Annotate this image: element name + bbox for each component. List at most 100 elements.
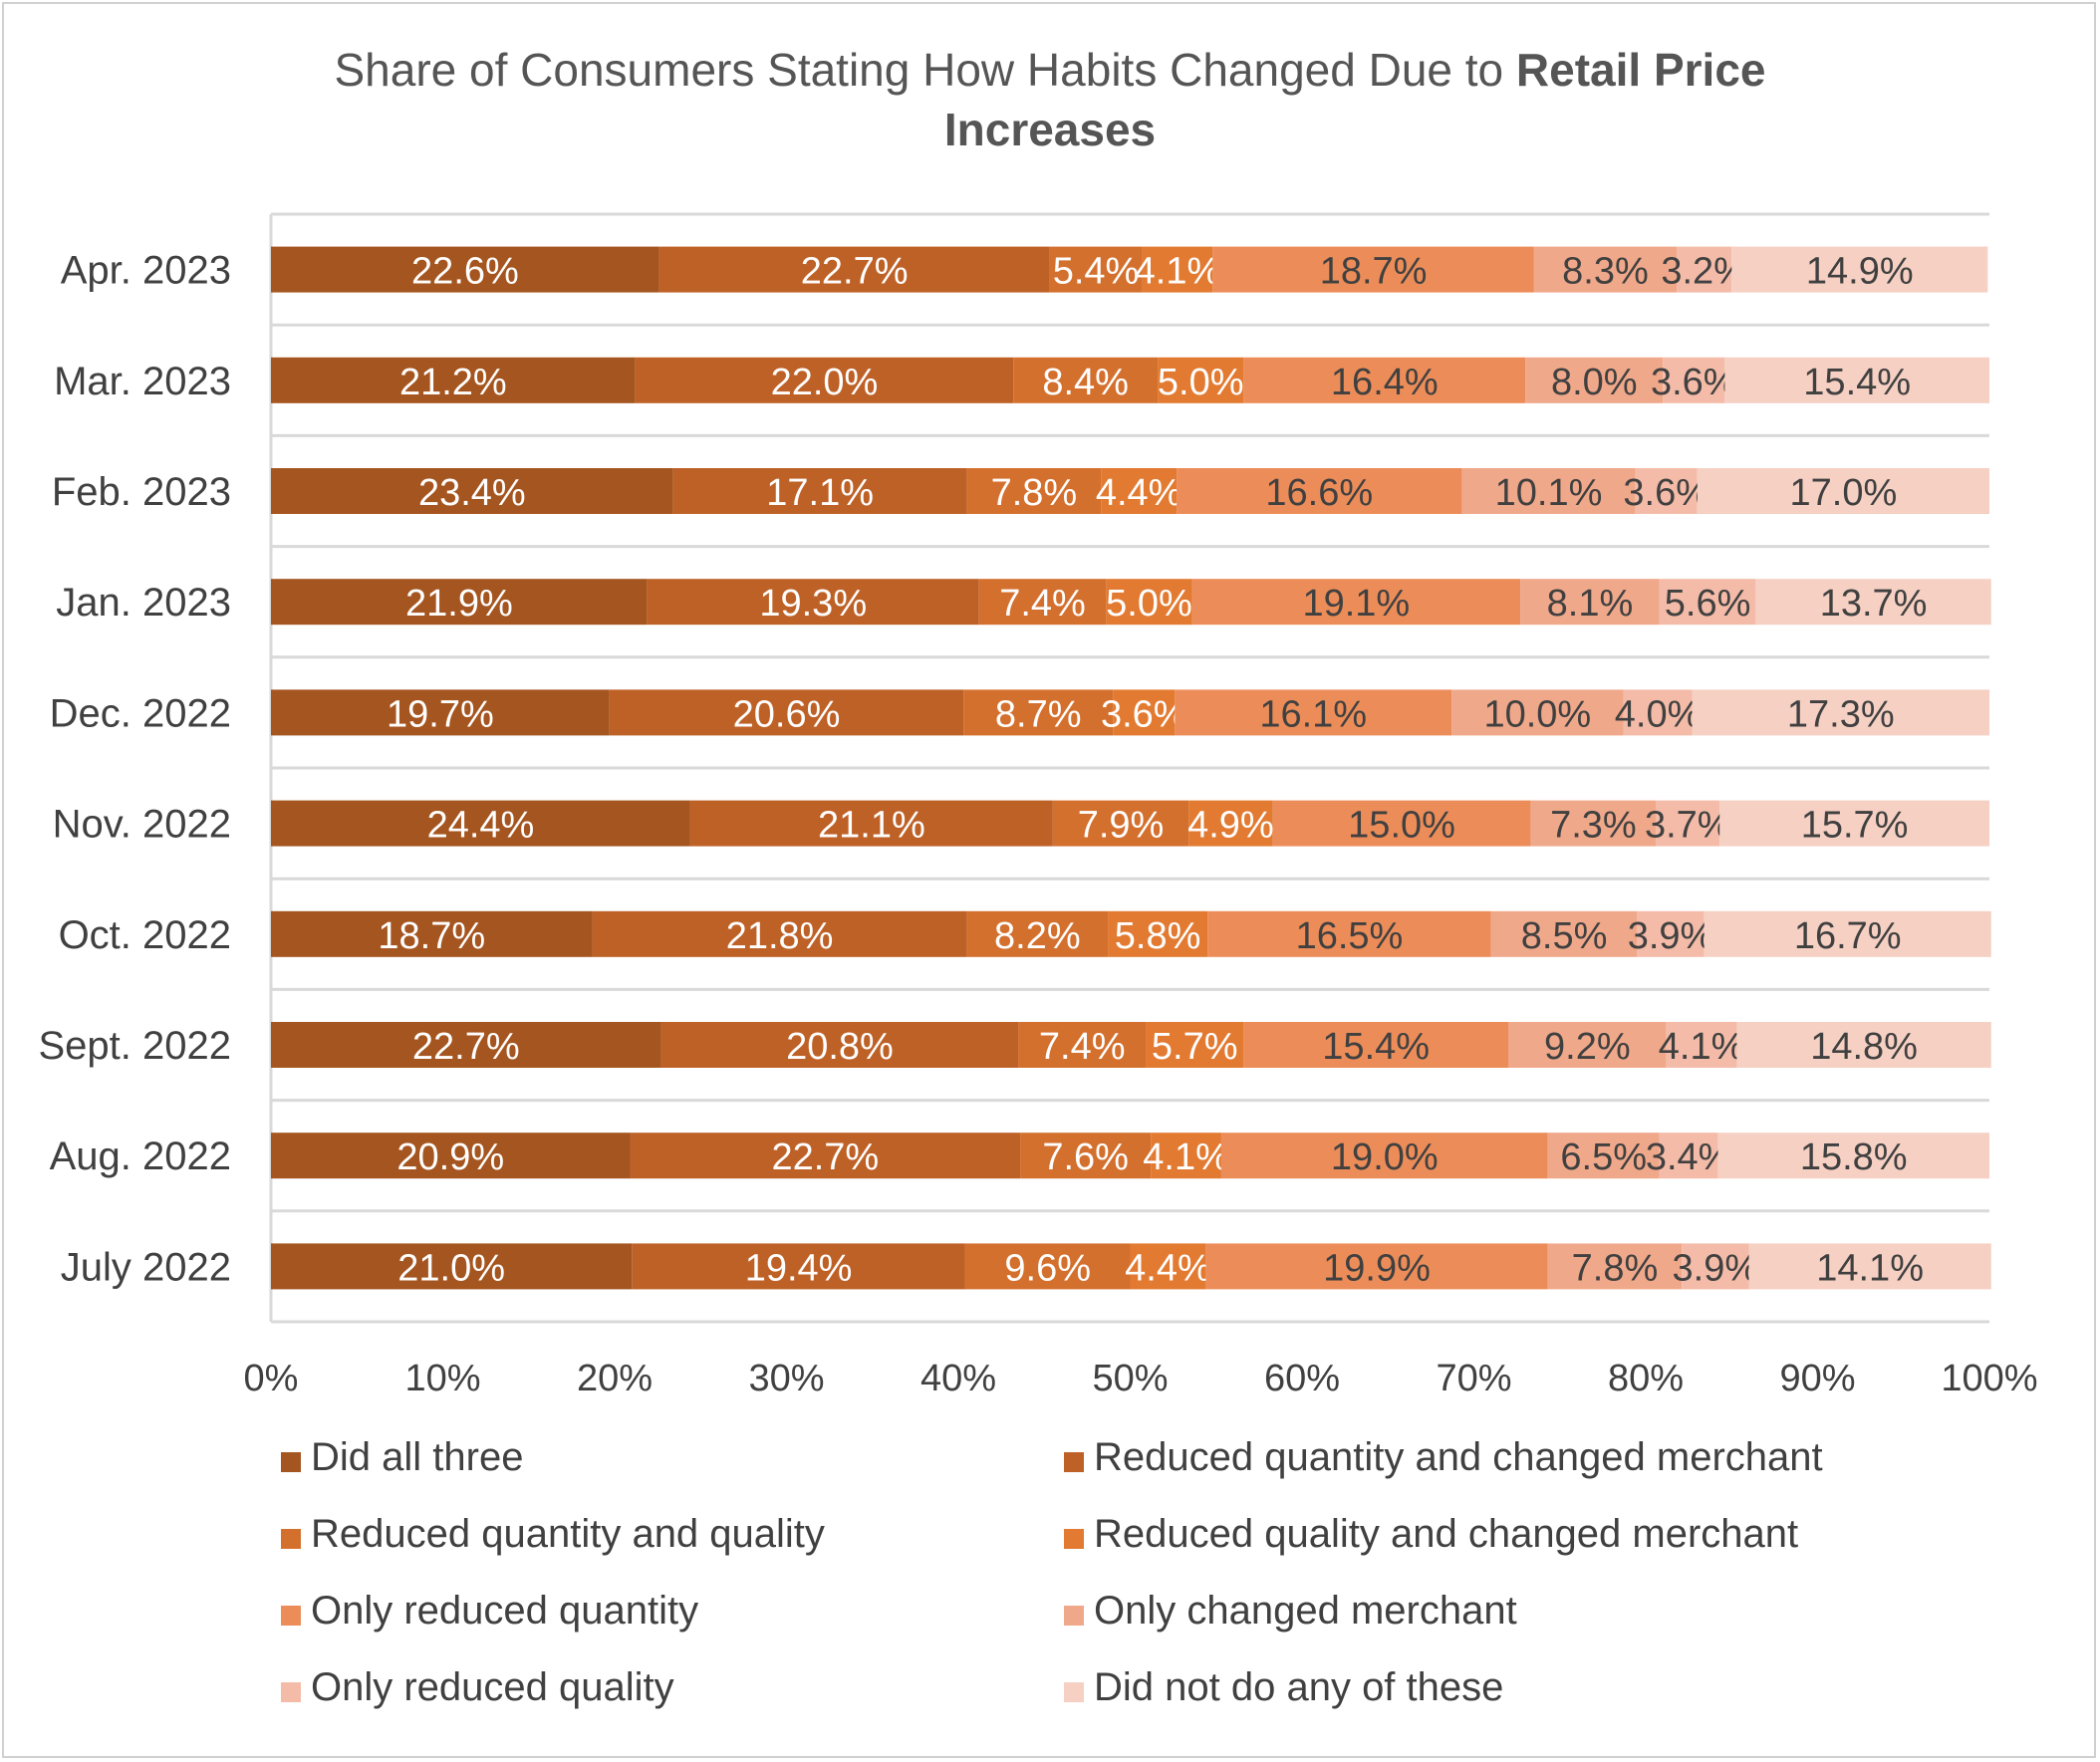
data-label: 19.4% (745, 1247, 853, 1289)
data-label: 15.0% (1348, 805, 1455, 847)
bar-segment (1525, 357, 1664, 403)
bar-segment (1461, 468, 1636, 514)
bar-segment (1659, 579, 1756, 626)
data-label: 10.1% (1495, 472, 1603, 514)
bar-segment (1663, 357, 1725, 403)
data-label: 7.4% (1039, 1026, 1126, 1068)
x-tick-label: 20% (577, 1358, 653, 1399)
bar-segment (1052, 800, 1189, 847)
bar-segment (632, 1243, 965, 1290)
bar-segment (1520, 579, 1660, 626)
data-label: 4.1% (1659, 1026, 1745, 1068)
data-label: 4.4% (1096, 472, 1182, 514)
bar-segment (271, 1133, 631, 1179)
bar-segment (1692, 689, 1989, 736)
data-label: 5.0% (1106, 583, 1192, 625)
bar-segment (1020, 1133, 1152, 1179)
category-label: Nov. 2022 (53, 803, 231, 847)
bar-segment (1175, 689, 1452, 736)
data-label: 8.0% (1551, 362, 1638, 403)
data-label: 3.6% (1623, 472, 1709, 514)
data-label: 7.6% (1042, 1136, 1129, 1178)
bar-segment (1049, 246, 1143, 293)
data-label: 20.6% (733, 693, 841, 735)
bar-segment (271, 579, 648, 626)
bar-segment (271, 1022, 661, 1068)
bar-segment (1451, 689, 1624, 736)
legend-swatch (1064, 1529, 1084, 1549)
data-label: 17.3% (1787, 693, 1895, 735)
data-label: 5.6% (1665, 583, 1751, 625)
data-label: 5.0% (1158, 362, 1244, 403)
bar-segment (1697, 468, 1989, 514)
bar-segment (1151, 1133, 1221, 1179)
data-label: 4.1% (1135, 251, 1221, 293)
bar-segment (1158, 357, 1244, 403)
bar-segment (1146, 1022, 1244, 1068)
data-label: 19.7% (387, 693, 494, 735)
data-label: 24.4% (427, 805, 535, 847)
data-label: 21.8% (726, 915, 834, 957)
legend-label: Only changed merchant (1094, 1589, 1517, 1633)
data-label: 19.3% (759, 583, 867, 625)
title-bold: Retail Price (1516, 44, 1766, 96)
bar-segment (1142, 246, 1213, 293)
legend-label: Only reduced quantity (311, 1589, 698, 1633)
data-label: 17.0% (1790, 472, 1898, 514)
data-label: 15.8% (1800, 1136, 1908, 1178)
bar-segment (271, 357, 636, 403)
x-tick-label: 80% (1608, 1358, 1684, 1399)
bar-segment (271, 910, 593, 957)
bar-segment (1717, 1133, 1989, 1179)
bar-segment (1637, 910, 1705, 957)
bar-segment (1013, 357, 1159, 403)
bar-segment (672, 468, 967, 514)
data-label: 3.4% (1646, 1136, 1732, 1178)
chart-title-line2: Increases (944, 104, 1156, 155)
x-tick-label: 50% (1092, 1358, 1168, 1399)
x-tick-label: 90% (1779, 1358, 1855, 1399)
bar-segment (1704, 910, 1991, 957)
data-label: 3.9% (1628, 915, 1714, 957)
category-label: Aug. 2022 (50, 1134, 231, 1178)
bar-segment (271, 468, 673, 514)
data-label: 15.4% (1803, 362, 1911, 403)
bar-segment (271, 800, 690, 847)
bar-segment (1101, 468, 1178, 514)
data-label: 7.9% (1078, 805, 1165, 847)
data-label: 22.0% (771, 362, 879, 403)
bar-segment (660, 1022, 1019, 1068)
bar-segment (1191, 579, 1521, 626)
data-label: 9.6% (1004, 1247, 1091, 1289)
bar-segment (1108, 910, 1208, 957)
data-label: 21.9% (405, 583, 513, 625)
bar-segment (1731, 246, 1988, 293)
data-label: 20.8% (786, 1026, 894, 1068)
data-label: 15.4% (1322, 1026, 1430, 1068)
data-label: 16.1% (1259, 693, 1367, 735)
x-tick-label: 100% (1941, 1358, 2037, 1399)
bar-segment (1677, 246, 1732, 293)
category-label: Jan. 2023 (56, 581, 231, 625)
data-label: 15.7% (1801, 805, 1909, 847)
data-label: 16.4% (1331, 362, 1439, 403)
data-label: 22.6% (411, 251, 519, 293)
data-label: 22.7% (771, 1136, 879, 1178)
data-label: 7.4% (999, 583, 1086, 625)
data-label: 14.9% (1806, 251, 1914, 293)
bar-segment (978, 579, 1107, 626)
bar-segment (1205, 1243, 1548, 1290)
legend-label: Did not do any of these (1094, 1665, 1503, 1709)
legend-swatch (281, 1682, 301, 1702)
data-label: 5.7% (1152, 1026, 1238, 1068)
data-label: 16.5% (1296, 915, 1404, 957)
bar-segment (1188, 800, 1273, 847)
legend-label: Did all three (311, 1435, 523, 1479)
bar-segment (630, 1133, 1021, 1179)
data-label: 8.7% (995, 693, 1082, 735)
data-label: 3.6% (1651, 362, 1737, 403)
bar-segment (1547, 1133, 1660, 1179)
bar-segment (1736, 1022, 1991, 1068)
